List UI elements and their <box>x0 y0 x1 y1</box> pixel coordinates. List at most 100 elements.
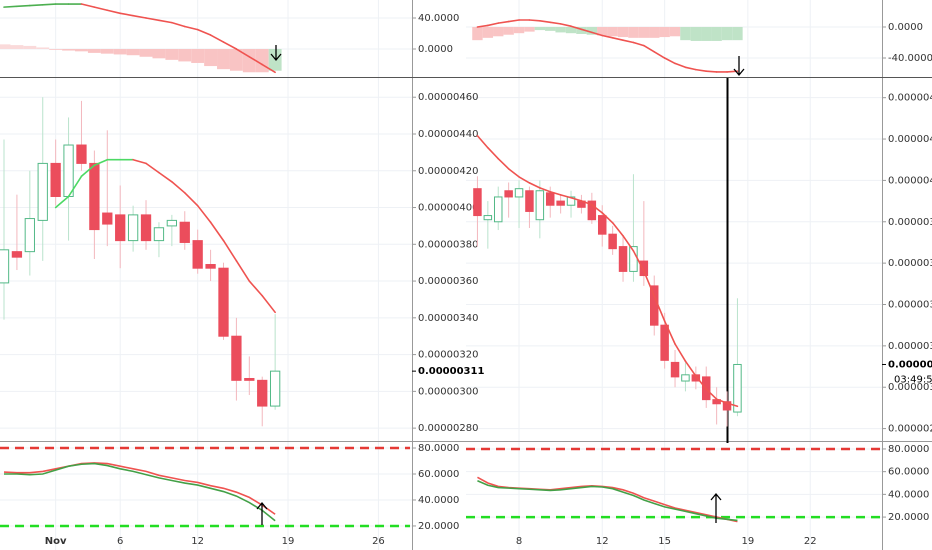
macd-histogram <box>597 26 608 36</box>
macd-histogram <box>217 49 230 70</box>
candle-body <box>618 246 628 272</box>
y-tick-label: 40.0000 <box>418 13 459 24</box>
moving-average <box>591 204 604 214</box>
candle-body <box>76 144 87 164</box>
x-tick-label: 12 <box>596 536 609 547</box>
candle-body <box>493 196 503 223</box>
y-tick-label: 20.0000 <box>418 521 459 532</box>
y-tick-label: 40.0000 <box>418 495 459 506</box>
macd-histogram <box>87 49 101 53</box>
last-price-label: 0.00000311 <box>888 359 932 370</box>
macd-histogram <box>617 26 629 38</box>
y-tick-label: 0.0000 <box>418 44 453 55</box>
macd-line <box>158 19 173 24</box>
macd-histogram <box>100 49 114 54</box>
y-tick-label: 80.0000 <box>888 444 929 455</box>
macd-histogram <box>503 26 514 35</box>
rsi-line <box>3 462 276 515</box>
macd-line <box>16 4 31 8</box>
y-tick-label: 0.0000 <box>888 22 923 33</box>
candle-body <box>50 162 61 197</box>
y-tick-label: 20.0000 <box>888 512 929 523</box>
macd-line <box>507 19 520 23</box>
x-tick-label: 22 <box>804 536 817 547</box>
candle-body <box>192 240 203 269</box>
moving-average <box>518 176 531 184</box>
moving-average <box>622 235 635 252</box>
candle-body <box>733 363 742 413</box>
macd-line <box>559 23 572 28</box>
candle-body <box>115 214 126 242</box>
macd-histogram <box>152 49 166 59</box>
macd-histogram <box>229 49 243 71</box>
macd-line <box>663 57 676 65</box>
candle-body <box>556 200 565 206</box>
moving-average <box>158 171 173 183</box>
candle-body <box>231 335 242 381</box>
moving-average <box>93 158 109 167</box>
candle-body <box>153 227 165 242</box>
moving-average <box>528 182 541 189</box>
macd-line <box>119 12 134 17</box>
y-tick-label: 0.00000280 <box>418 423 478 434</box>
y-tick-label: 0.00000440 <box>888 93 932 104</box>
macd-histogram <box>545 26 556 31</box>
macd-histogram <box>586 26 598 35</box>
macd-histogram <box>669 26 681 37</box>
candle-body <box>102 212 113 225</box>
macd-histogram <box>493 26 504 37</box>
moving-average <box>171 180 186 194</box>
macd-line <box>611 37 624 41</box>
rsi-line <box>4 462 276 522</box>
candle-body <box>722 401 732 411</box>
candle-body <box>166 219 177 227</box>
macd-histogram <box>482 26 494 38</box>
y-tick-label: 0.00000420 <box>418 166 478 177</box>
moving-average <box>663 320 676 345</box>
x-tick-label: Nov <box>45 536 67 547</box>
y-tick-label: 60.0000 <box>418 469 459 480</box>
macd-line <box>235 48 251 58</box>
candle-body <box>218 267 229 337</box>
moving-average <box>580 200 593 206</box>
candle-body <box>63 144 74 197</box>
y-tick-label: 0.00000280 <box>888 424 932 435</box>
macd-line <box>41 3 57 6</box>
moving-average <box>643 270 656 297</box>
macd-line <box>695 68 708 72</box>
arrow-up <box>256 501 268 525</box>
moving-average <box>235 260 251 282</box>
moving-average <box>209 221 225 242</box>
moving-average <box>80 164 96 178</box>
x-tick-label: 12 <box>191 536 204 547</box>
macd-histogram <box>255 49 269 73</box>
arrow-up <box>710 492 722 523</box>
moving-average <box>632 250 645 272</box>
macd-line <box>248 55 264 66</box>
macd-line <box>145 17 160 22</box>
macd-line <box>580 28 593 34</box>
macd-histogram <box>204 49 218 67</box>
macd-line <box>570 25 583 31</box>
countdown-label: 03:49:56 <box>894 374 932 385</box>
macd-histogram <box>178 49 192 62</box>
moving-average <box>653 295 666 322</box>
candle-body <box>140 214 152 242</box>
candle-body <box>545 192 555 206</box>
rsi-line <box>477 480 738 522</box>
moving-average <box>507 168 520 178</box>
macd-histogram <box>732 26 743 41</box>
arrows <box>256 45 745 525</box>
x-tick-label: 26 <box>372 536 385 547</box>
y-tick-label: 0.00000300 <box>888 382 932 393</box>
candle-body <box>257 379 268 407</box>
y-tick-label: 0.00000360 <box>888 258 932 269</box>
y-tick-label: 0.00000380 <box>888 217 932 228</box>
macd-histogram <box>242 49 256 73</box>
y-tick-label: 0.00000360 <box>418 276 478 287</box>
macd-histogram <box>0 44 11 50</box>
moving-average <box>54 195 70 209</box>
moving-average <box>611 222 624 237</box>
macd-histogram <box>165 49 179 60</box>
moving-average <box>132 158 147 165</box>
